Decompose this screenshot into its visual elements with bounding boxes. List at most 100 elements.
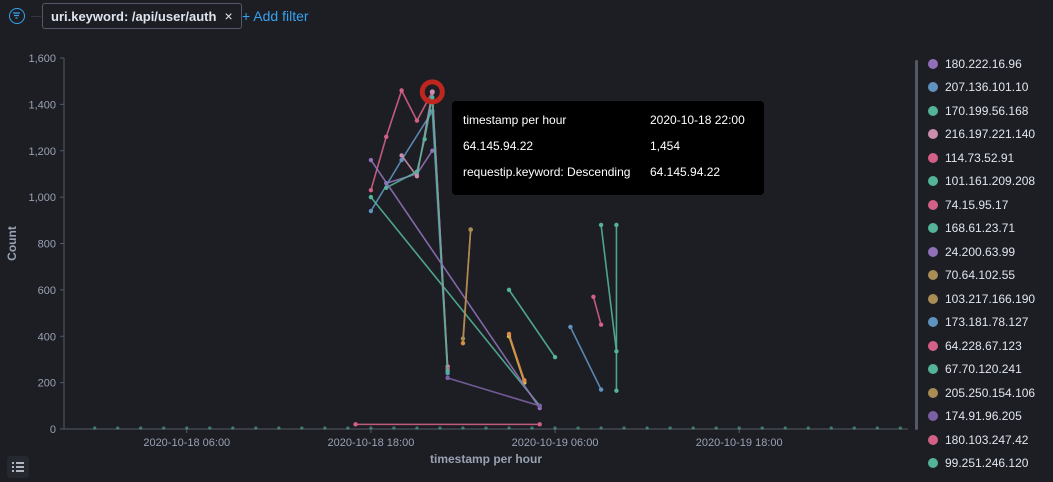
legend-label: 180.222.16.96: [945, 56, 1022, 71]
legend-label: 174.91.96.205: [945, 409, 1022, 424]
baseline-point: [645, 426, 649, 430]
baseline-point: [691, 426, 695, 430]
filter-icon[interactable]: [9, 8, 25, 24]
legend-item[interactable]: 168.61.23.71: [928, 217, 1050, 241]
legend-item[interactable]: 180.222.16.96: [928, 52, 1050, 76]
x-axis-label: timestamp per hour: [430, 452, 542, 466]
data-point: [368, 187, 374, 193]
series-line: [462, 229, 472, 339]
legend-label: 24.200.63.99: [945, 244, 1016, 259]
data-point: [414, 118, 420, 123]
legend-item[interactable]: 207.136.101.10: [928, 76, 1050, 100]
legend-label: 207.136.101.10: [945, 80, 1029, 95]
series-line: [600, 224, 618, 352]
baseline-point: [668, 426, 672, 430]
legend-item[interactable]: 64.228.67.123: [928, 334, 1050, 358]
baseline-point: [553, 426, 557, 430]
series-line: [592, 296, 602, 325]
tooltip-row-timestamp: timestamp per hour 2020-10-18 22:00: [463, 107, 753, 133]
y-tick-label: 1,000: [28, 192, 56, 204]
legend-label: 103.217.166.190: [945, 291, 1036, 306]
baseline-point: [576, 426, 580, 430]
tooltip-label: 64.145.94.22: [463, 139, 534, 153]
legend-label: 67.70.120.241: [945, 362, 1022, 377]
legend-item[interactable]: 67.70.120.241: [928, 358, 1050, 382]
legend-item[interactable]: 70.64.102.55: [928, 264, 1050, 288]
legend-dot: [928, 82, 938, 93]
tooltip-label: requestip.keyword: Descending: [463, 165, 631, 179]
baseline-point: [898, 426, 902, 430]
legend-dot: [928, 270, 938, 281]
data-point: [506, 287, 512, 293]
baseline-point: [369, 426, 373, 430]
baseline-point: [806, 426, 810, 430]
series-line: [370, 196, 541, 407]
legend-item[interactable]: 174.91.96.205: [928, 405, 1050, 429]
chart-tooltip: timestamp per hour 2020-10-18 22:00 64.1…: [452, 101, 764, 195]
tooltip-row-count: 64.145.94.22 1,454: [463, 133, 753, 159]
baseline-point: [783, 426, 787, 430]
legend-dot: [928, 364, 938, 375]
legend-item[interactable]: 103.217.166.190: [928, 287, 1050, 311]
y-tick-label: 200: [38, 378, 56, 390]
legend-item[interactable]: 99.251.246.120: [928, 452, 1050, 476]
x-tick-label: 2020-10-18 06:00: [143, 437, 230, 449]
legend-label: 70.64.102.55: [945, 268, 1016, 283]
legend-scrollbar[interactable]: [915, 60, 918, 430]
close-icon[interactable]: ×: [224, 8, 233, 24]
data-point: [368, 194, 374, 200]
legend-label: 170.199.56.168: [945, 103, 1029, 118]
legend-dot: [928, 223, 938, 234]
legend-item[interactable]: 114.73.52.91: [928, 146, 1050, 170]
tooltip-row-split: requestip.keyword: Descending 64.145.94.…: [463, 159, 753, 185]
filter-pill[interactable]: uri.keyword: /api/user/auth ×: [42, 3, 242, 29]
legend-item[interactable]: 216.197.221.140: [928, 123, 1050, 147]
y-tick-label: 600: [38, 285, 56, 297]
baseline-point: [461, 426, 465, 430]
data-point: [614, 222, 619, 228]
baseline-point: [829, 426, 833, 430]
legend-item[interactable]: 74.15.95.17: [928, 193, 1050, 217]
x-tick-label: 2020-10-19 18:00: [696, 437, 783, 449]
data-point: [568, 324, 573, 330]
legend-item[interactable]: 170.199.56.168: [928, 99, 1050, 123]
legend-dot: [928, 152, 938, 163]
legend-dot: [928, 434, 938, 445]
baseline-point: [622, 426, 626, 430]
add-filter-button[interactable]: + Add filter: [242, 8, 309, 24]
baseline-point: [530, 426, 534, 430]
legend-item[interactable]: 173.181.78.127: [928, 311, 1050, 335]
tooltip-value: 2020-10-18 22:00: [650, 113, 745, 127]
list-icon[interactable]: [7, 456, 29, 478]
legend-item[interactable]: 205.250.154.106: [928, 381, 1050, 405]
series-line: [447, 377, 540, 407]
data-point: [430, 95, 435, 100]
legend-dot: [928, 387, 938, 398]
baseline-point: [346, 426, 350, 430]
filter-pill-label: uri.keyword: /api/user/auth: [51, 8, 217, 24]
legend-item[interactable]: 101.161.209.208: [928, 170, 1050, 194]
data-point: [384, 134, 389, 140]
baseline-point: [714, 426, 718, 430]
baseline-point: [93, 426, 97, 430]
legend-item[interactable]: 24.200.63.99: [928, 240, 1050, 264]
x-tick-label: 2020-10-19 06:00: [512, 437, 599, 449]
y-tick-label: 1,400: [28, 99, 56, 111]
data-point: [537, 422, 542, 427]
data-point: [353, 422, 358, 427]
baseline-point: [300, 426, 304, 430]
data-point: [399, 88, 404, 93]
line-chart: 0 200 400 600 800 1,000 1,200 1,400 1,600 2020-10…: [5, 53, 908, 466]
baseline-point: [760, 426, 764, 430]
baseline-point: [185, 426, 189, 430]
legend-item[interactable]: 180.103.247.42: [928, 428, 1050, 452]
data-point: [414, 169, 420, 174]
data-point: [506, 331, 512, 337]
legend-label: 173.181.78.127: [945, 315, 1029, 330]
data-point: [368, 208, 374, 214]
y-tick-label: 0: [50, 424, 56, 436]
legend-label: 101.161.209.208: [945, 174, 1036, 189]
data-point: [399, 157, 404, 163]
tooltip-label: timestamp per hour: [463, 113, 567, 127]
baseline-point: [116, 426, 120, 430]
